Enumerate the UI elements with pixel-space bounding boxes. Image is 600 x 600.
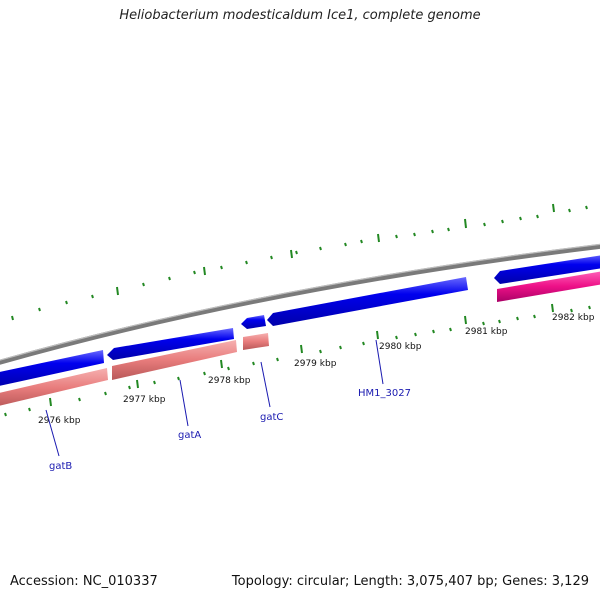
gene-label-gatA[interactable]: gatA — [178, 430, 201, 441]
gene-label-HM1_3027[interactable]: HM1_3027 — [358, 388, 411, 399]
kbp-label-2978: 2978 kbp — [208, 376, 251, 386]
kbp-label-2982: 2982 kbp — [552, 313, 595, 323]
forward-cds-track — [0, 254, 600, 388]
gene-labels: gatB gatA gatC HM1_3027 — [49, 388, 411, 472]
kbp-label-2979: 2979 kbp — [294, 359, 337, 369]
inner-tick-ruler — [4, 303, 591, 417]
kbp-label-2976: 2976 kbp — [38, 416, 81, 426]
kbp-labels: 2976 kbp 2977 kbp 2978 kbp 2979 kbp 2980… — [38, 313, 595, 426]
gene-gatA[interactable] — [112, 340, 237, 380]
gene-label-gatB[interactable]: gatB — [49, 461, 72, 472]
cds-gatC[interactable] — [241, 315, 266, 329]
kbp-label-2981: 2981 kbp — [465, 327, 508, 337]
gene-track — [0, 270, 600, 408]
gene-gatC[interactable] — [243, 333, 269, 350]
cds-next[interactable] — [494, 254, 600, 284]
gene-gatB[interactable] — [0, 368, 108, 408]
cds-HM1_3027[interactable] — [267, 277, 468, 326]
gene-label-lines — [45, 339, 384, 457]
gene-next[interactable] — [497, 270, 600, 302]
cds-gatA[interactable] — [107, 328, 234, 360]
genome-backbone — [0, 243, 600, 365]
cds-gatB[interactable] — [0, 350, 104, 388]
kbp-label-2980: 2980 kbp — [379, 342, 422, 352]
gene-label-gatC[interactable]: gatC — [260, 412, 283, 423]
outer-tick-ruler — [11, 203, 588, 321]
map-title: Heliobacterium modesticaldum Ice1, compl… — [119, 8, 481, 23]
genome-summary-text: Topology: circular; Length: 3,075,407 bp… — [231, 574, 589, 589]
kbp-label-2977: 2977 kbp — [123, 395, 166, 405]
accession-text: Accession: NC_010337 — [10, 574, 158, 589]
